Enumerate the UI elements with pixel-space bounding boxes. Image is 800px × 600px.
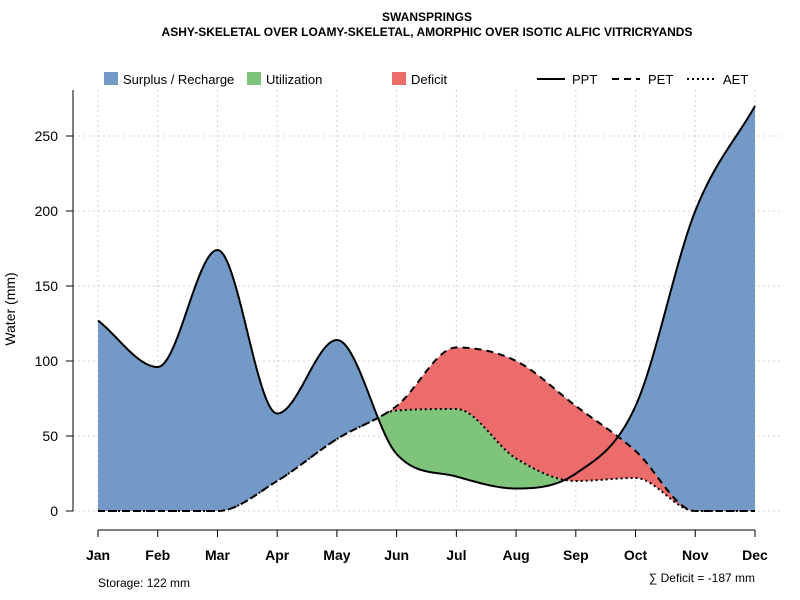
legend-label-pet: PET [648, 72, 673, 87]
axes: 0 50 100 150 200 250 Jan Feb Mar Apr May Jun Jul Aug S… [35, 90, 768, 563]
x-tick-label-jan: Jan [86, 547, 110, 563]
x-tick-label-mar: Mar [205, 547, 230, 563]
series-lines [97, 105, 756, 512]
chart-subtitle: ASHY-SKELETAL OVER LOAMY-SKELETAL, AMORP… [162, 25, 693, 39]
x-tick-label-sep: Sep [563, 547, 589, 563]
y-tick-label: 100 [35, 353, 59, 369]
x-tick-label-jun: Jun [384, 547, 409, 563]
chart-title: SWANSPRINGS [382, 10, 472, 24]
y-tick-label: 50 [42, 428, 58, 444]
y-tick-label: 250 [35, 128, 59, 144]
legend-label-utilization: Utilization [266, 72, 322, 87]
y-tick-label: 150 [35, 278, 59, 294]
x-tick-label-dec: Dec [742, 547, 768, 563]
utilization-area [98, 409, 755, 511]
legend-swatch-utilization [247, 72, 261, 85]
aet-line [98, 408, 755, 512]
legend-label-ppt: PPT [572, 72, 597, 87]
y-axis-label: Water (mm) [2, 272, 18, 345]
ppt-line [97, 105, 756, 490]
legend-label-deficit: Deficit [411, 72, 448, 87]
y-tick-label: 200 [35, 203, 59, 219]
pet-line [98, 346, 755, 512]
x-tick-label-jul: Jul [446, 547, 466, 563]
legend-swatch-surplus [104, 72, 118, 85]
x-tick-label-oct: Oct [624, 547, 648, 563]
y-tick-label: 0 [50, 503, 58, 519]
legend-label-surplus: Surplus / Recharge [123, 72, 234, 87]
storage-note: Storage: 122 mm [98, 576, 190, 590]
x-tick-label-aug: Aug [502, 547, 529, 563]
x-tick-label-may: May [323, 547, 350, 563]
deficit-area [98, 347, 755, 511]
area-fills [98, 106, 755, 511]
deficit-note: ∑ Deficit = -187 mm [649, 571, 755, 585]
legend-swatch-deficit [392, 72, 406, 85]
x-tick-label-nov: Nov [682, 547, 709, 563]
legend: Surplus / Recharge Utilization Deficit P… [104, 72, 748, 87]
legend-label-aet: AET [723, 72, 748, 87]
x-tick-label-apr: Apr [265, 547, 290, 563]
x-tick-label-feb: Feb [145, 547, 170, 563]
surplus-area [98, 106, 755, 511]
